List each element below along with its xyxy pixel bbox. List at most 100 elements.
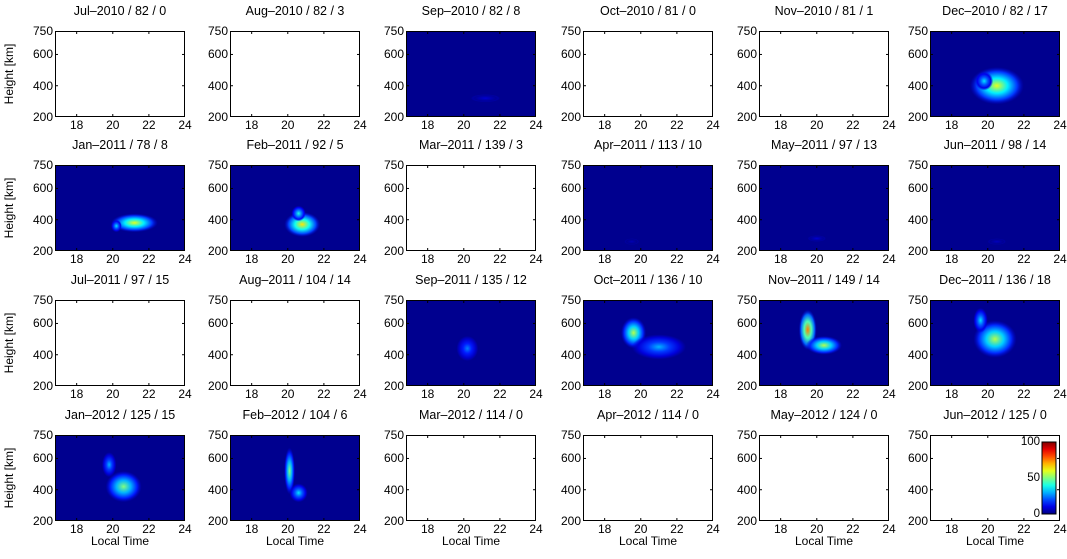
y-tick-label: 600 (32, 316, 53, 331)
y-tick-label: 400 (207, 212, 228, 227)
panel-frame (406, 31, 536, 117)
y-tick-label: 200 (207, 110, 228, 124)
heatmap-blob (807, 235, 826, 242)
x-tick-label: 18 (69, 118, 84, 132)
x-tick-label: 18 (944, 118, 959, 132)
heatmap-blob (284, 447, 295, 495)
x-tick-label: 18 (773, 252, 788, 266)
y-tick-label: 600 (207, 181, 228, 196)
y-tick-label: 600 (383, 47, 404, 62)
heatmap-blob (987, 238, 1006, 245)
heatmap-blob (805, 335, 843, 355)
y-tick-label: 400 (560, 212, 581, 227)
empty-panel (759, 435, 889, 521)
colorbar (1041, 441, 1057, 515)
x-tick-label: 20 (981, 387, 995, 401)
x-tick-label: 24 (178, 522, 192, 536)
y-axis-label: Height [km] (2, 43, 16, 105)
y-tick-label: 200 (907, 514, 928, 528)
x-tick-label: 22 (493, 387, 507, 401)
x-tick-label: 22 (670, 387, 684, 401)
y-tick-label: 200 (736, 379, 757, 393)
y-tick-label: 600 (560, 451, 581, 466)
y-tick-label: 400 (32, 347, 53, 362)
heatmap-blob (110, 219, 122, 233)
empty-panel (583, 31, 713, 117)
x-tick-label: 22 (317, 252, 331, 266)
heatmap-panel (230, 435, 360, 521)
panel-title: Dec–2011 / 136 / 18 (939, 273, 1051, 287)
heatmap-background (930, 165, 1060, 251)
y-tick-label: 200 (560, 379, 581, 393)
y-tick-label: 400 (736, 347, 757, 362)
y-tick-label: 200 (907, 110, 928, 124)
y-tick-label: 600 (207, 47, 228, 62)
panel-frame (230, 31, 360, 117)
y-tick-label: 400 (560, 482, 581, 497)
y-tick-label: 600 (383, 451, 404, 466)
y-tick-label: 200 (560, 514, 581, 528)
y-tick-label: 400 (32, 78, 53, 93)
x-tick-label: 20 (457, 252, 471, 266)
y-tick-label: 200 (383, 244, 404, 258)
y-tick-label: 400 (207, 347, 228, 362)
x-tick-label: 20 (981, 522, 995, 536)
panel-title: Sep–2010 / 82 / 8 (421, 4, 521, 18)
x-axis-label: Local Time (265, 534, 325, 548)
x-tick-label: 24 (353, 252, 367, 266)
heatmap-panel (930, 165, 1060, 251)
heatmap-background (583, 165, 713, 251)
y-tick-label: 600 (736, 181, 757, 196)
heatmap-panel (406, 31, 536, 117)
x-tick-label: 18 (597, 252, 612, 266)
x-tick-label: 22 (846, 118, 860, 132)
x-tick-label: 22 (142, 387, 156, 401)
x-tick-label: 22 (142, 118, 156, 132)
y-tick-label: 750 (907, 293, 928, 307)
panel-title: Jan–2011 / 78 / 8 (72, 138, 168, 152)
heatmap-panel (406, 300, 536, 386)
x-tick-label: 18 (773, 118, 788, 132)
panel-title: Feb–2012 / 104 / 6 (242, 408, 348, 422)
heatmap-background (406, 31, 536, 117)
colorbar-tick-label: 0 (1033, 508, 1040, 520)
y-tick-label: 600 (32, 181, 53, 196)
x-tick-label: 24 (529, 387, 543, 401)
y-tick-label: 750 (32, 158, 53, 172)
heatmap-blob (291, 205, 306, 222)
x-tick-label: 24 (1053, 118, 1067, 132)
x-tick-label: 24 (178, 252, 192, 266)
panel-frame (55, 300, 185, 386)
heatmap-panel (583, 165, 713, 251)
x-tick-label: 22 (846, 387, 860, 401)
y-tick-label: 750 (383, 158, 404, 172)
y-tick-label: 200 (907, 244, 928, 258)
x-tick-label: 20 (106, 252, 120, 266)
heatmap-blob (101, 452, 117, 478)
y-tick-label: 200 (383, 379, 404, 393)
panel-title: May–2011 / 97 / 13 (770, 138, 878, 152)
panel-frame (55, 165, 185, 251)
heatmap-blob (975, 71, 994, 91)
x-tick-label: 18 (420, 522, 435, 536)
x-tick-label: 22 (142, 522, 156, 536)
x-tick-label: 24 (1053, 522, 1067, 536)
x-tick-label: 24 (529, 118, 543, 132)
x-tick-label: 22 (317, 522, 331, 536)
empty-panel (55, 300, 185, 386)
panel-title: Apr–2011 / 113 / 10 (594, 138, 702, 152)
x-axis-label: Local Time (90, 534, 150, 548)
y-tick-label: 600 (207, 451, 228, 466)
heatmap-panel (759, 300, 889, 386)
heatmap-panel (230, 165, 360, 251)
panel-frame (583, 31, 713, 117)
x-tick-label: 24 (353, 522, 367, 536)
x-tick-label: 22 (670, 522, 684, 536)
x-tick-label: 24 (178, 118, 192, 132)
heatmap-panel (930, 300, 1060, 386)
heatmap-blob (105, 470, 142, 503)
x-tick-label: 20 (634, 387, 648, 401)
x-tick-label: 20 (281, 522, 295, 536)
panel-frame (55, 435, 185, 521)
